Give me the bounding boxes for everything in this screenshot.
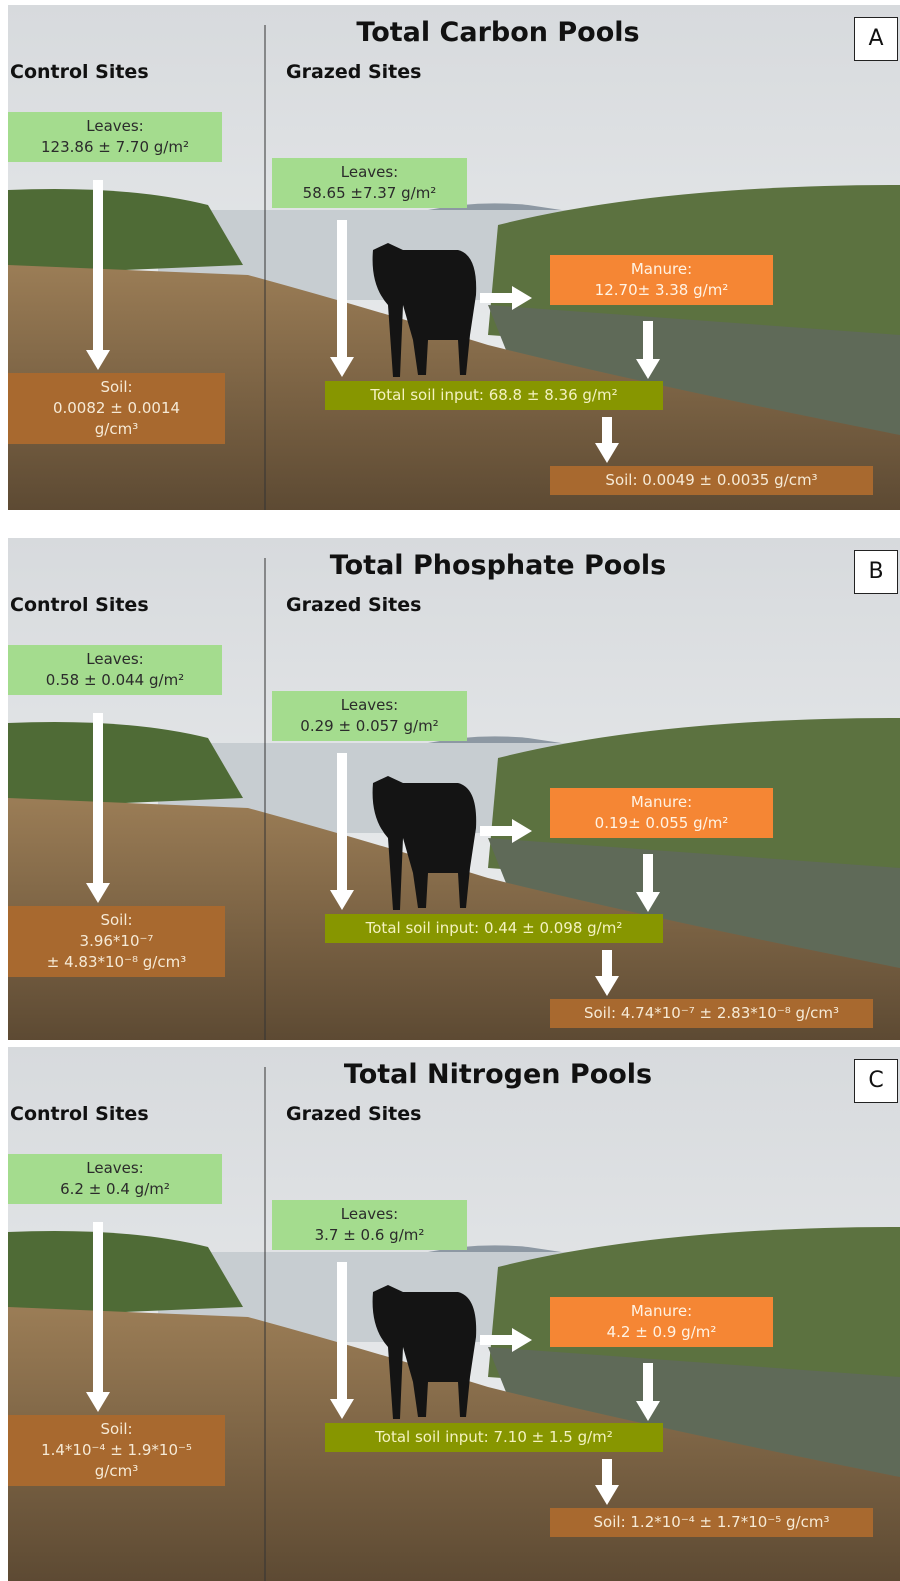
grazed-soil-box: Soil: 1.2*10⁻⁴ ± 1.7*10⁻⁵ g/cm³ (550, 1508, 873, 1537)
box-text: Manure: (630, 260, 693, 278)
box-text: Leaves: (86, 1159, 144, 1177)
box-text: Leaves: (340, 1205, 399, 1223)
panel: Total Nitrogen Pools C Control Sites Grazed… (8, 1047, 900, 1581)
box-text: Leaves: (340, 163, 399, 181)
control-leaves-box: Leaves: 6.2 ± 0.4 g/m² (8, 1154, 222, 1204)
control-soil-box: Soil: 3.96*10⁻⁷ ± 4.83*10⁻⁸ g/cm³ (8, 906, 225, 977)
reeds-left (8, 1231, 243, 1317)
manure-box: Manure: 0.19± 0.055 g/m² (550, 788, 773, 838)
arrow (595, 950, 619, 996)
cow (372, 1285, 477, 1419)
control-leaves-box: Leaves: 123.86 ± 7.70 g/m² (8, 112, 222, 162)
panel-title: Total Phosphate Pools (329, 550, 667, 581)
box-text: 3.7 ± 0.6 g/m² (314, 1226, 425, 1244)
control-heading: Control Sites (10, 61, 149, 83)
panel: Total Carbon Pools A Control Sites Grazed S… (8, 5, 900, 510)
grazed-leaves-box: Leaves: 58.65 ±7.37 g/m² (272, 158, 467, 208)
control-heading: Control Sites (10, 594, 149, 616)
box-text: Leaves: (340, 696, 399, 714)
box-text: Soil: (100, 911, 133, 929)
box-text: ± 4.83*10⁻⁸ g/cm³ (46, 953, 187, 971)
arrow (330, 220, 354, 377)
grazed-soil-box: Soil: 4.74*10⁻⁷ ± 2.83*10⁻⁸ g/cm³ (550, 999, 873, 1028)
arrow (595, 417, 619, 463)
grazed-heading: Grazed Sites (286, 61, 422, 83)
arrow (595, 1459, 619, 1505)
arrow (330, 1262, 354, 1419)
arrow (86, 1222, 110, 1412)
box-text: g/cm³ (94, 1462, 139, 1480)
box-text: 4.2 ± 0.9 g/m² (606, 1323, 717, 1341)
control-soil-box: Soil: 1.4*10⁻⁴ ± 1.9*10⁻⁵ g/cm³ (8, 1415, 225, 1486)
box-text: Leaves: (86, 650, 144, 668)
box-text: Soil: 0.0049 ± 0.0035 g/cm³ (605, 471, 818, 489)
grazed-heading: Grazed Sites (286, 594, 422, 616)
box-text: Soil: (100, 378, 133, 396)
cow (372, 243, 477, 377)
box-text: Soil: 1.2*10⁻⁴ ± 1.7*10⁻⁵ g/cm³ (593, 1513, 830, 1531)
arrow (636, 1363, 660, 1421)
panel-title: Total Carbon Pools (356, 17, 640, 48)
panel-label: A (854, 17, 898, 61)
box-text: Soil: (100, 1420, 133, 1438)
control-soil-box: Soil: 0.0082 ± 0.0014 g/cm³ (8, 373, 225, 444)
cow (372, 776, 477, 910)
total-input-box: Total soil input: 7.10 ± 1.5 g/m² (325, 1423, 663, 1452)
box-text: Manure: (630, 1302, 693, 1320)
arrow (86, 180, 110, 370)
box-text: Leaves: (86, 117, 144, 135)
arrow (480, 819, 532, 843)
box-text: Soil: 4.74*10⁻⁷ ± 2.83*10⁻⁸ g/cm³ (583, 1004, 839, 1022)
grazed-leaves-box: Leaves: 0.29 ± 0.057 g/m² (272, 691, 467, 741)
box-text: 1.4*10⁻⁴ ± 1.9*10⁻⁵ (41, 1441, 192, 1459)
box-text: 58.65 ±7.37 g/m² (302, 184, 437, 202)
box-text: 12.70± 3.38 g/m² (594, 281, 729, 299)
box-text: 3.96*10⁻⁷ (79, 932, 154, 950)
box-text: 6.2 ± 0.4 g/m² (60, 1180, 170, 1198)
box-text: 0.29 ± 0.057 g/m² (300, 717, 439, 735)
arrow (480, 286, 532, 310)
grazed-heading: Grazed Sites (286, 1103, 422, 1125)
box-text: Total soil input: 68.8 ± 8.36 g/m² (370, 386, 618, 404)
box-text: 0.0082 ± 0.0014 (52, 399, 181, 417)
manure-box: Manure: 12.70± 3.38 g/m² (550, 255, 773, 305)
panel-title: Total Nitrogen Pools (343, 1059, 653, 1090)
box-text: 0.58 ± 0.044 g/m² (45, 671, 185, 689)
arrow (480, 1328, 532, 1352)
control-heading: Control Sites (10, 1103, 149, 1125)
total-input-box: Total soil input: 68.8 ± 8.36 g/m² (325, 381, 663, 410)
reeds-left (8, 722, 243, 808)
box-text: Manure: (630, 793, 693, 811)
grazed-leaves-box: Leaves: 3.7 ± 0.6 g/m² (272, 1200, 467, 1250)
arrow (636, 321, 660, 379)
box-text: 123.86 ± 7.70 g/m² (41, 138, 189, 156)
background-photo (8, 1047, 900, 1581)
box-text: g/cm³ (94, 420, 139, 438)
panel-label: B (854, 550, 898, 594)
arrow (86, 713, 110, 903)
arrow (636, 854, 660, 912)
total-input-box: Total soil input: 0.44 ± 0.098 g/m² (325, 914, 663, 943)
reeds-left (8, 189, 243, 275)
grazed-soil-box: Soil: 0.0049 ± 0.0035 g/cm³ (550, 466, 873, 495)
manure-box: Manure: 4.2 ± 0.9 g/m² (550, 1297, 773, 1347)
box-text: Total soil input: 0.44 ± 0.098 g/m² (365, 919, 623, 937)
box-text: 0.19± 0.055 g/m² (594, 814, 729, 832)
box-text: Total soil input: 7.10 ± 1.5 g/m² (375, 1428, 613, 1446)
panel: Total Phosphate Pools B Control Sites Graze… (8, 538, 900, 1040)
arrow (330, 753, 354, 910)
panel-label: C (854, 1059, 898, 1103)
control-leaves-box: Leaves: 0.58 ± 0.044 g/m² (8, 645, 222, 695)
